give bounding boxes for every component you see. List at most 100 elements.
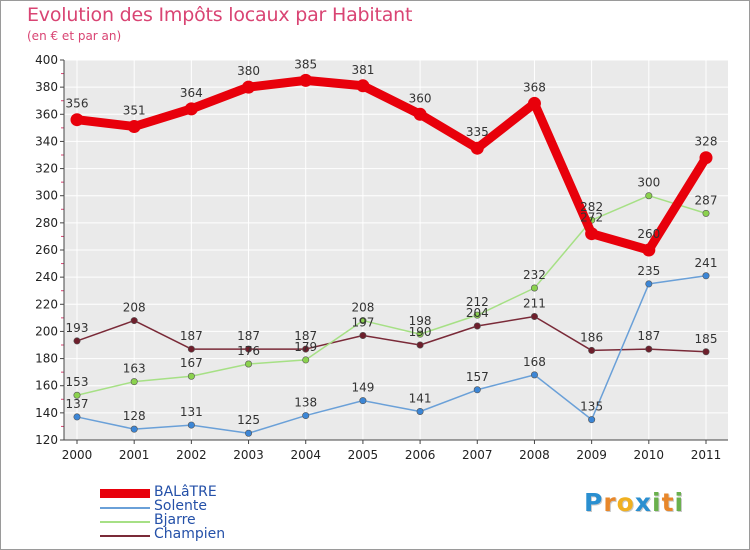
data-label: 125 [237,413,260,427]
y-tick-label: 300 [35,189,58,203]
data-point [473,322,481,330]
legend-label: Solente [154,498,207,514]
data-point [242,80,256,94]
y-tick-label: 400 [35,53,58,67]
data-point [470,141,484,155]
data-point [73,337,81,345]
y-tick-label: 140 [35,406,58,420]
data-label: 138 [294,396,317,410]
logo-letter: i [674,488,685,517]
data-label: 131 [180,405,203,419]
logo-letter: o [616,488,635,517]
y-tick-label: 280 [35,216,58,230]
data-point [299,73,313,87]
data-label: 198 [409,314,432,328]
y-tick-label: 240 [35,270,58,284]
data-point [184,102,198,116]
x-tick-label: 2000 [62,448,93,462]
data-label: 197 [351,316,374,330]
data-point [588,416,596,424]
x-tick-label: 2002 [176,448,207,462]
data-point [645,345,653,353]
data-point [245,429,253,437]
data-label: 135 [580,400,603,414]
x-tick-label: 2010 [634,448,665,462]
data-point [530,371,538,379]
data-label: 141 [409,392,432,406]
y-tick-label: 160 [35,379,58,393]
data-point [642,243,656,257]
data-label: 149 [351,381,374,395]
data-point [473,386,481,394]
data-label: 300 [637,176,660,190]
data-label: 380 [237,64,260,78]
data-point [187,372,195,380]
data-label: 351 [123,104,146,118]
data-label: 356 [66,97,89,111]
legend-label: Champien [154,526,226,542]
data-point [645,192,653,200]
legend-swatch [100,535,150,537]
series-line-balâtre [76,75,710,255]
data-label: 385 [294,57,317,71]
data-label: 208 [351,301,374,315]
data-point [702,272,710,280]
data-label: 360 [409,91,432,105]
data-label: 137 [66,397,89,411]
y-tick-label: 260 [35,243,58,257]
data-point [699,151,713,165]
y-tick-label: 180 [35,352,58,366]
data-label: 190 [409,325,432,339]
data-label: 186 [580,330,603,344]
proxiti-logo: Proxiti [584,488,684,517]
y-tick-label: 200 [35,324,58,338]
y-tick-label: 360 [35,107,58,121]
series-line-bjarre [76,194,707,396]
data-label: 187 [637,329,660,343]
data-point [245,345,253,353]
data-point [302,356,310,364]
data-label: 179 [294,340,317,354]
data-label: 153 [66,375,89,389]
data-label: 157 [466,370,489,384]
logo-letter: P [584,488,604,517]
data-label: 335 [466,125,489,139]
chart-subtitle: (en € et par an) [27,29,122,43]
x-tick-label: 2008 [519,448,550,462]
data-point [73,413,81,421]
data-label: 185 [695,332,718,346]
x-tick-label: 2007 [462,448,493,462]
data-label: 176 [237,344,260,358]
data-point [645,280,653,288]
y-tick-label: 120 [35,433,58,447]
data-point [359,317,367,325]
series-line-solente [76,275,707,434]
data-label: 241 [695,256,718,270]
data-point [130,425,138,433]
data-point [527,96,541,110]
data-label: 187 [237,329,260,343]
data-label: 381 [351,63,374,77]
data-point [130,317,138,325]
data-label: 187 [294,329,317,343]
y-tick-label: 320 [35,162,58,176]
x-tick-label: 2001 [119,448,150,462]
logo-letter: i [652,488,662,517]
data-point [702,209,710,217]
data-label: 287 [695,193,718,207]
data-point [127,120,141,133]
logo-letter: x [634,488,652,517]
legend-label: BALâTRE [154,484,217,500]
data-point [416,407,424,415]
data-label: 212 [466,295,489,309]
legend-swatch [100,489,150,498]
data-label: 193 [66,321,89,335]
data-label: 167 [180,356,203,370]
data-point [70,113,84,127]
data-point [73,391,81,399]
data-label: 168 [523,355,546,369]
data-point [416,341,424,349]
logo-letter: t [661,488,675,517]
data-point [302,345,310,353]
